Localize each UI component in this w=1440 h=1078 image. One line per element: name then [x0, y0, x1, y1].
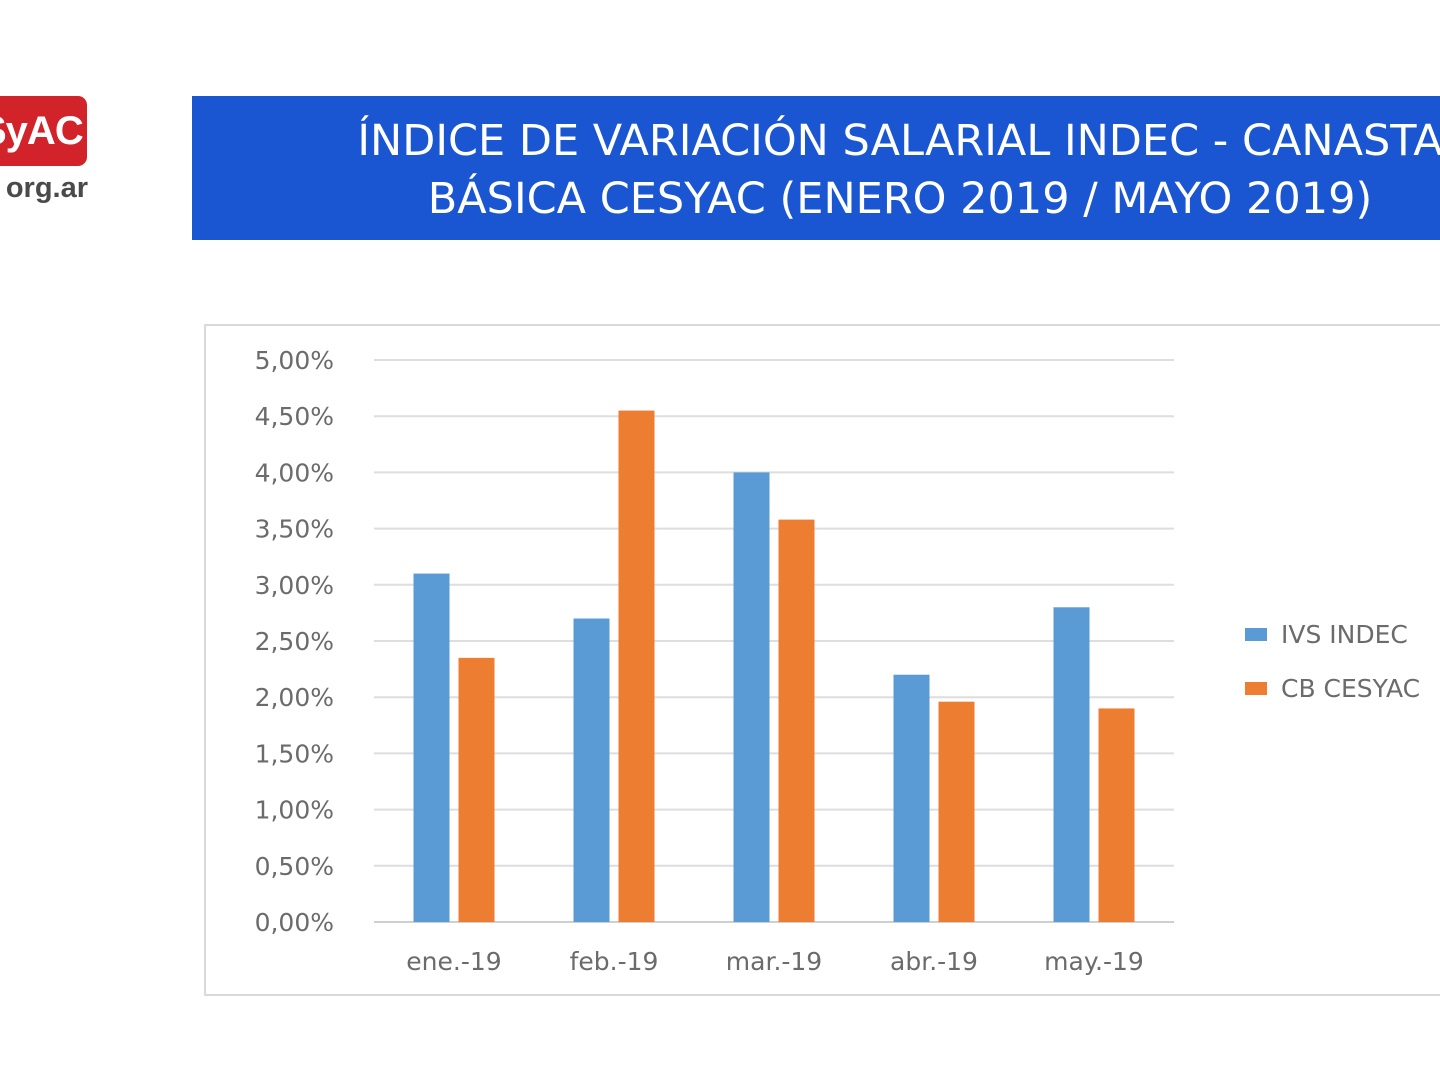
- bar: [573, 618, 610, 922]
- bar: [1098, 708, 1135, 922]
- y-tick-label: 4,00%: [255, 458, 334, 487]
- bar: [458, 657, 495, 922]
- x-tick-label: mar.-19: [726, 947, 822, 976]
- x-tick-label: may.-19: [1044, 947, 1144, 976]
- bar: [938, 701, 975, 922]
- legend-label: IVS INDEC: [1281, 620, 1408, 649]
- legend-label: CB CESYAC: [1281, 674, 1420, 703]
- bar: [778, 519, 815, 922]
- logo-domain: org.ar: [5, 172, 88, 204]
- title-line-2: BÁSICA CESYAC (ENERO 2019 / MAYO 2019): [427, 174, 1373, 224]
- bar: [1053, 607, 1090, 922]
- y-tick-label: 3,00%: [255, 571, 334, 600]
- y-tick-label: 0,50%: [255, 852, 334, 881]
- bar: [618, 410, 655, 922]
- y-tick-label: 0,00%: [255, 908, 334, 937]
- chart-frame: [204, 324, 1440, 996]
- y-tick-label: 2,50%: [255, 627, 334, 656]
- bar: [733, 472, 770, 922]
- y-tick-label: 2,00%: [255, 683, 334, 712]
- logo-badge: SyAC: [0, 96, 87, 166]
- chart-title: ÍNDICE DE VARIACIÓN SALARIAL INDEC - CAN…: [250, 112, 1440, 228]
- legend-swatch: [1245, 682, 1267, 695]
- bar: [893, 674, 930, 922]
- x-tick-label: abr.-19: [890, 947, 978, 976]
- x-tick-label: ene.-19: [406, 947, 501, 976]
- y-tick-label: 1,50%: [255, 739, 334, 768]
- bar: [413, 573, 450, 922]
- x-tick-label: feb.-19: [570, 947, 659, 976]
- y-tick-label: 4,50%: [255, 402, 334, 431]
- y-tick-label: 5,00%: [255, 346, 334, 375]
- title-line-1: ÍNDICE DE VARIACIÓN SALARIAL INDEC - CAN…: [357, 116, 1440, 166]
- y-tick-label: 1,00%: [255, 796, 334, 825]
- legend-swatch: [1245, 628, 1267, 641]
- y-tick-label: 3,50%: [255, 515, 334, 544]
- title-banner: ÍNDICE DE VARIACIÓN SALARIAL INDEC - CAN…: [192, 96, 1440, 240]
